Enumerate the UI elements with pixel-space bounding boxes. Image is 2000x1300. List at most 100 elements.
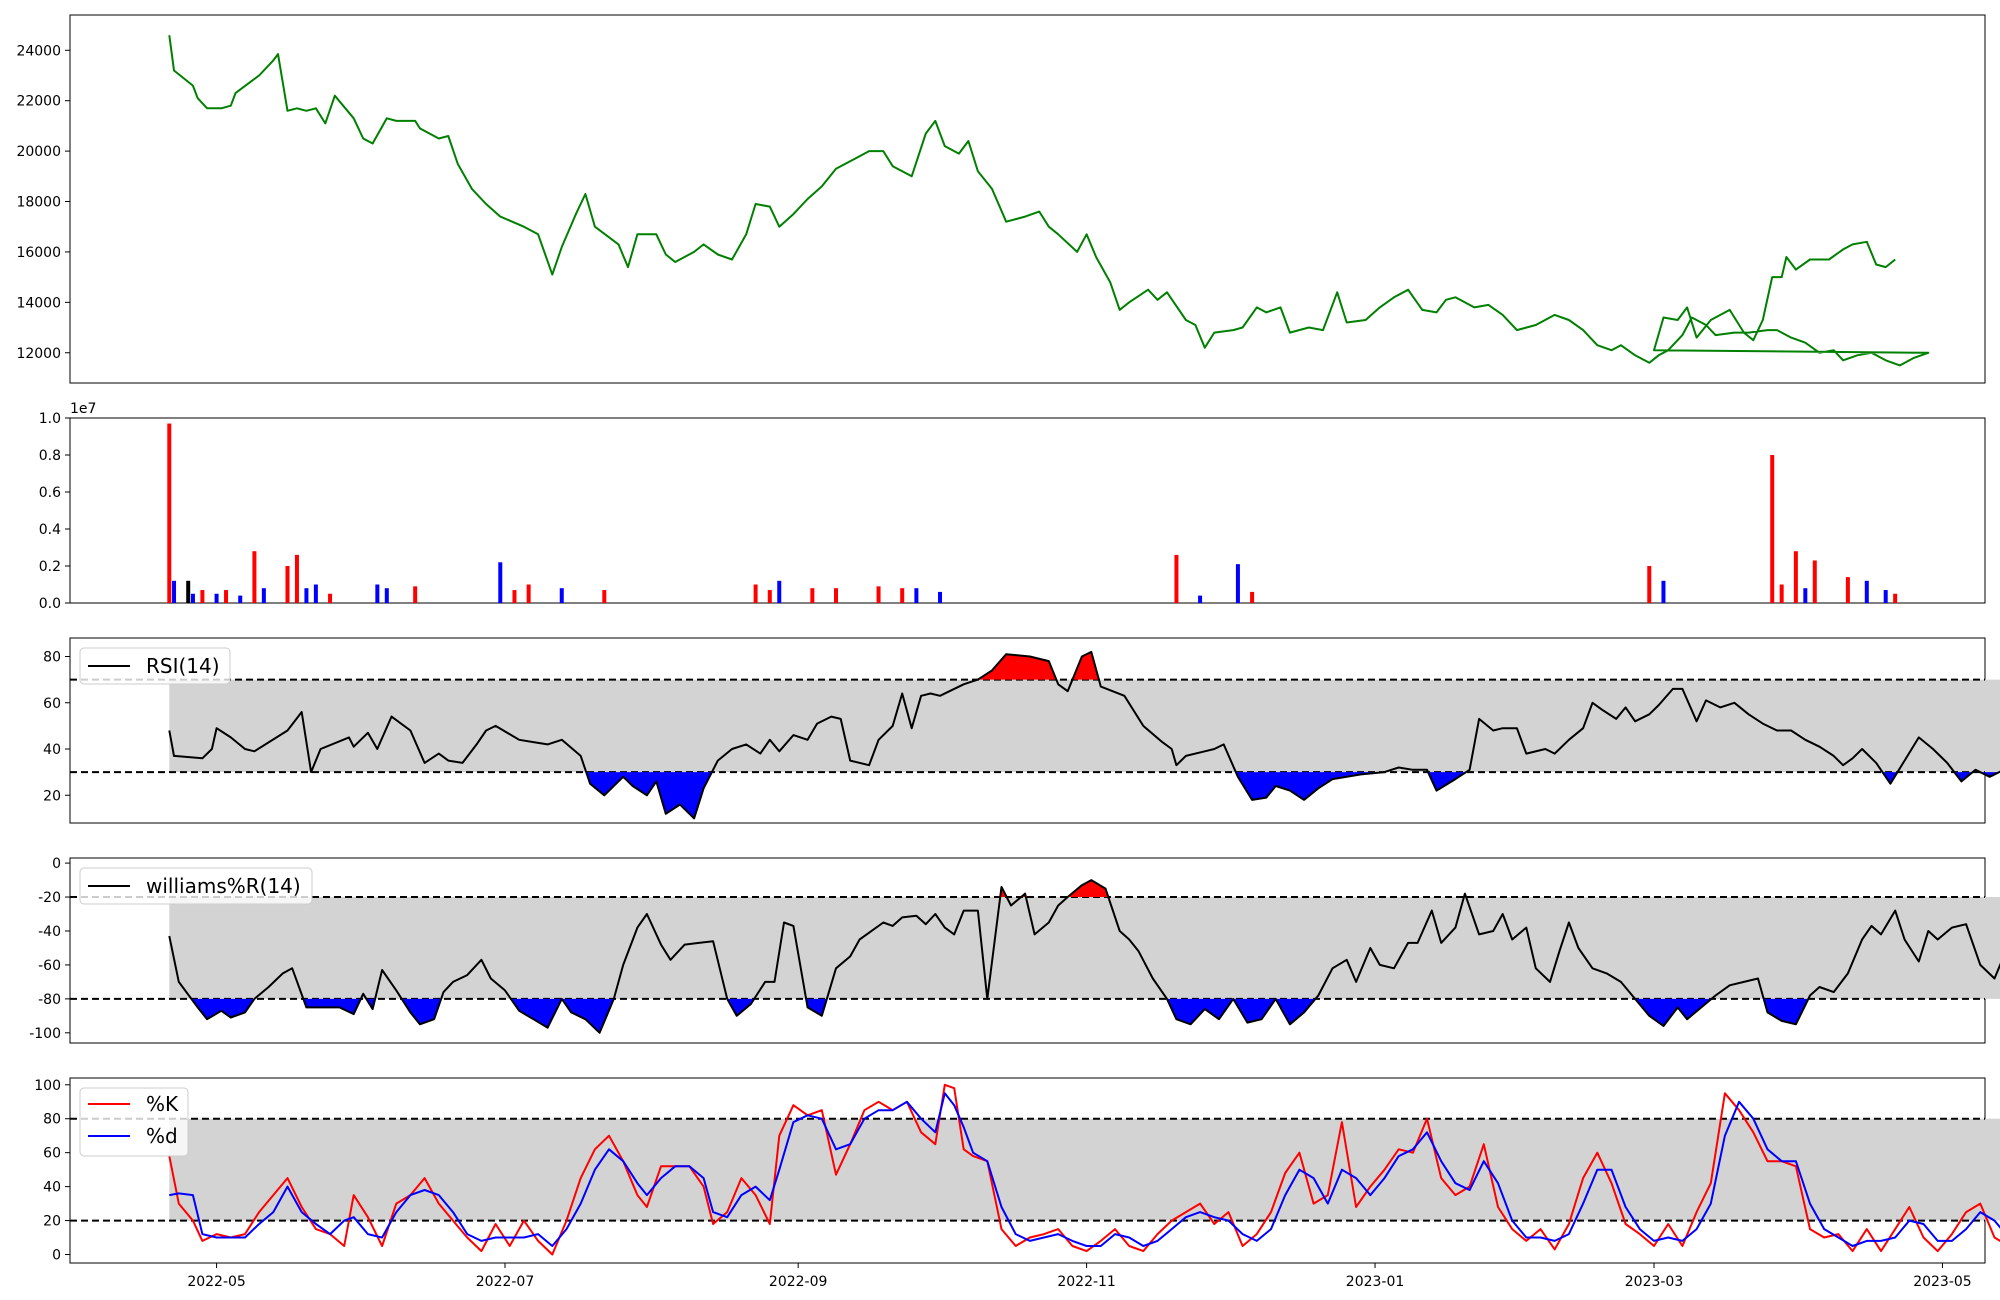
volume-exponent-label: 1e7 [70,401,96,417]
x-tick-label: 2022-09 [769,1274,828,1290]
rsi-oversold-fill [1428,772,1467,791]
stochastic-y-ticks: 0 20 40 60 80 100 [34,1078,70,1264]
stochastic-panel: 0 20 40 60 80 100 %K %d 2022-05 2022-07 2022-09… [34,1077,2000,1290]
volume-bar [167,423,172,603]
williams-y-tick-label: -80 [38,992,61,1008]
williams-y-tick-label: -20 [38,890,61,906]
williams-legend-box [79,867,313,905]
volume-bar [1198,595,1203,603]
rsi-y-tick-label: 20 [43,788,61,804]
volume-bar [313,584,318,603]
rsi-legend-label: RSI(14) [146,654,220,678]
williams-panel: -100 -80 -60 -40 -20 0 williams%R(14) [29,856,2000,1044]
stochastic-y-tick-label: 0 [52,1248,61,1264]
volume-bar [938,591,943,603]
volume-y-tick-label: 0.6 [39,485,61,501]
williams-oversold-fill [561,998,614,1033]
volume-bar [1235,564,1240,603]
williams-y-tick-label: -60 [38,958,61,974]
volume-bar [1250,591,1255,603]
volume-y-tick-label: 0.0 [39,596,61,612]
volume-bar [252,551,257,603]
volume-bar [1661,580,1666,603]
volume-bar [834,588,838,603]
volume-bar [172,580,177,603]
volume-bar [1770,455,1775,603]
williams-oversold-fill [191,998,255,1020]
x-tick-label: 2023-05 [1913,1274,1972,1290]
williams-layer [70,879,2000,1034]
rsi-neutral-band [169,679,2000,773]
volume-bar [559,588,564,603]
volume-y-tick-label: 0.4 [39,522,61,538]
volume-bar [224,590,229,603]
williams-oversold-fill [1233,998,1276,1023]
volume-bar [375,584,380,603]
volume-y-tick-label: 1.0 [39,411,61,427]
x-tick-label: 2022-05 [187,1274,246,1290]
volume-bar [285,566,290,603]
stochastic-y-tick-label: 20 [43,1214,61,1230]
volume-bar [767,590,772,603]
williams-oversold-fill [1275,998,1316,1025]
volume-bar [294,554,299,603]
x-axis-ticks: 2022-05 2022-07 2022-09 2022-11 2023-01 2023-… [187,1263,1972,1290]
price-y-tick-label: 20000 [16,144,61,160]
williams-oversold-fill [1763,998,1809,1025]
volume-y-ticks: 0.0 0.2 0.4 0.6 0.8 1.0 [39,411,70,612]
stochastic-legend-label-k: %K [146,1092,179,1116]
stochastic-y-tick-label: 80 [43,1112,61,1128]
williams-oversold-fill [806,998,827,1016]
williams-line-1 [168,879,2000,1034]
price-line [168,35,1930,367]
stochastic-line-1 [168,1083,2000,1256]
rsi-oversold-fill [1882,772,1898,784]
volume-bar [1793,551,1798,603]
volume-bar [261,588,266,603]
price-plot-frame [69,14,1986,384]
rsi-layer [70,650,2000,820]
volume-bar [238,595,243,603]
rsi-overbought-fill [977,654,1057,680]
volume-bar [777,580,782,603]
williams-legend-label: williams%R(14) [146,874,301,898]
volume-bar [1647,566,1652,603]
stochastic-legend: %K %d [79,1087,189,1157]
volume-bar [753,584,758,603]
rsi-y-tick-label: 40 [43,742,61,758]
volume-bar [1779,584,1784,603]
volume-plot-frame [69,417,1986,604]
volume-bar [190,593,195,603]
williams-oversold-fill [727,998,755,1016]
stochastic-y-tick-label: 100 [34,1078,61,1094]
price-line-layer [168,35,1930,367]
x-tick-label: 2022-11 [1057,1274,1116,1290]
stochastic-neutral-band [169,1118,2000,1221]
volume-bar [1174,554,1179,603]
price-y-tick-label: 24000 [16,43,61,59]
volume-bar [876,586,881,603]
volume-bar [914,588,919,603]
price-y-tick-label: 16000 [16,245,61,261]
volume-y-tick-label: 0.8 [39,448,61,464]
williams-y-tick-label: -40 [38,924,61,940]
stochastic-legend-label-d: %d [146,1124,178,1148]
x-tick-label: 2022-07 [476,1274,535,1290]
volume-bar [200,590,205,603]
williams-y-tick-label: -100 [29,1026,61,1042]
rsi-legend: RSI(14) [79,647,231,685]
williams-legend: williams%R(14) [79,867,313,905]
williams-neutral-band [169,897,2000,999]
stochastic-line-2 [169,1092,2000,1247]
williams-y-ticks: -100 -80 -60 -40 -20 0 [29,856,70,1042]
volume-bar [413,586,418,603]
rsi-legend-box [79,647,231,685]
price-y-tick-label: 18000 [16,195,61,211]
rsi-oversold-fill [1980,772,2000,777]
volume-bar [304,588,309,603]
price-y-tick-label: 14000 [16,295,61,311]
volume-bar [1803,588,1808,603]
volume-bar [512,590,517,603]
stochastic-y-tick-label: 60 [43,1146,61,1162]
volume-panel: 1e7 0.0 0.2 0.4 0.6 0.8 1.0 [39,401,1986,612]
